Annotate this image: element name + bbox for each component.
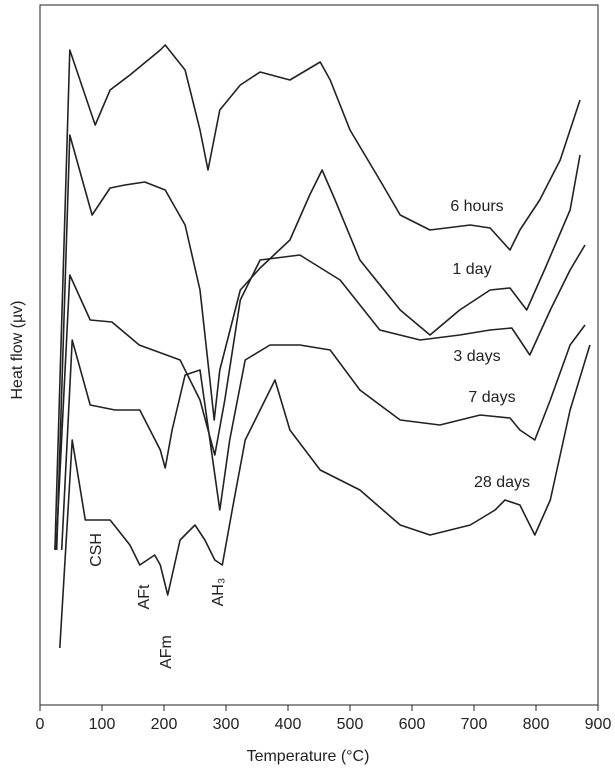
x-tick-label: 700 [461, 716, 488, 733]
x-tick-label: 900 [585, 716, 612, 733]
x-tick-label: 600 [399, 716, 426, 733]
x-tick-label: 400 [275, 716, 302, 733]
series-label: 6 hours [450, 198, 503, 215]
plot-frame [39, 4, 599, 706]
annotation: AFt [136, 584, 153, 609]
y-axis-label: Heat flow (µv) [9, 300, 26, 399]
series-line [55, 244, 586, 551]
series-line [55, 134, 581, 551]
annotation: CSH [88, 533, 105, 567]
series-line [60, 324, 586, 551]
x-tick-label: 200 [151, 716, 178, 733]
annotation: AFm [158, 635, 175, 669]
x-tick-label: 100 [89, 716, 116, 733]
x-tick-label: 300 [213, 716, 240, 733]
series-label: 1 day [452, 261, 491, 278]
x-tick-label: 500 [337, 716, 364, 733]
x-tick-label: 800 [523, 716, 550, 733]
annotation: AH₃ [210, 578, 227, 607]
series-line [54, 44, 581, 551]
x-tick-label: 0 [36, 716, 45, 733]
series-label: 7 days [468, 389, 515, 406]
series-label: 3 days [453, 348, 500, 365]
series-label: 28 days [474, 474, 530, 491]
series-line [59, 344, 591, 649]
x-axis-label: Temperature (°C) [247, 748, 370, 765]
